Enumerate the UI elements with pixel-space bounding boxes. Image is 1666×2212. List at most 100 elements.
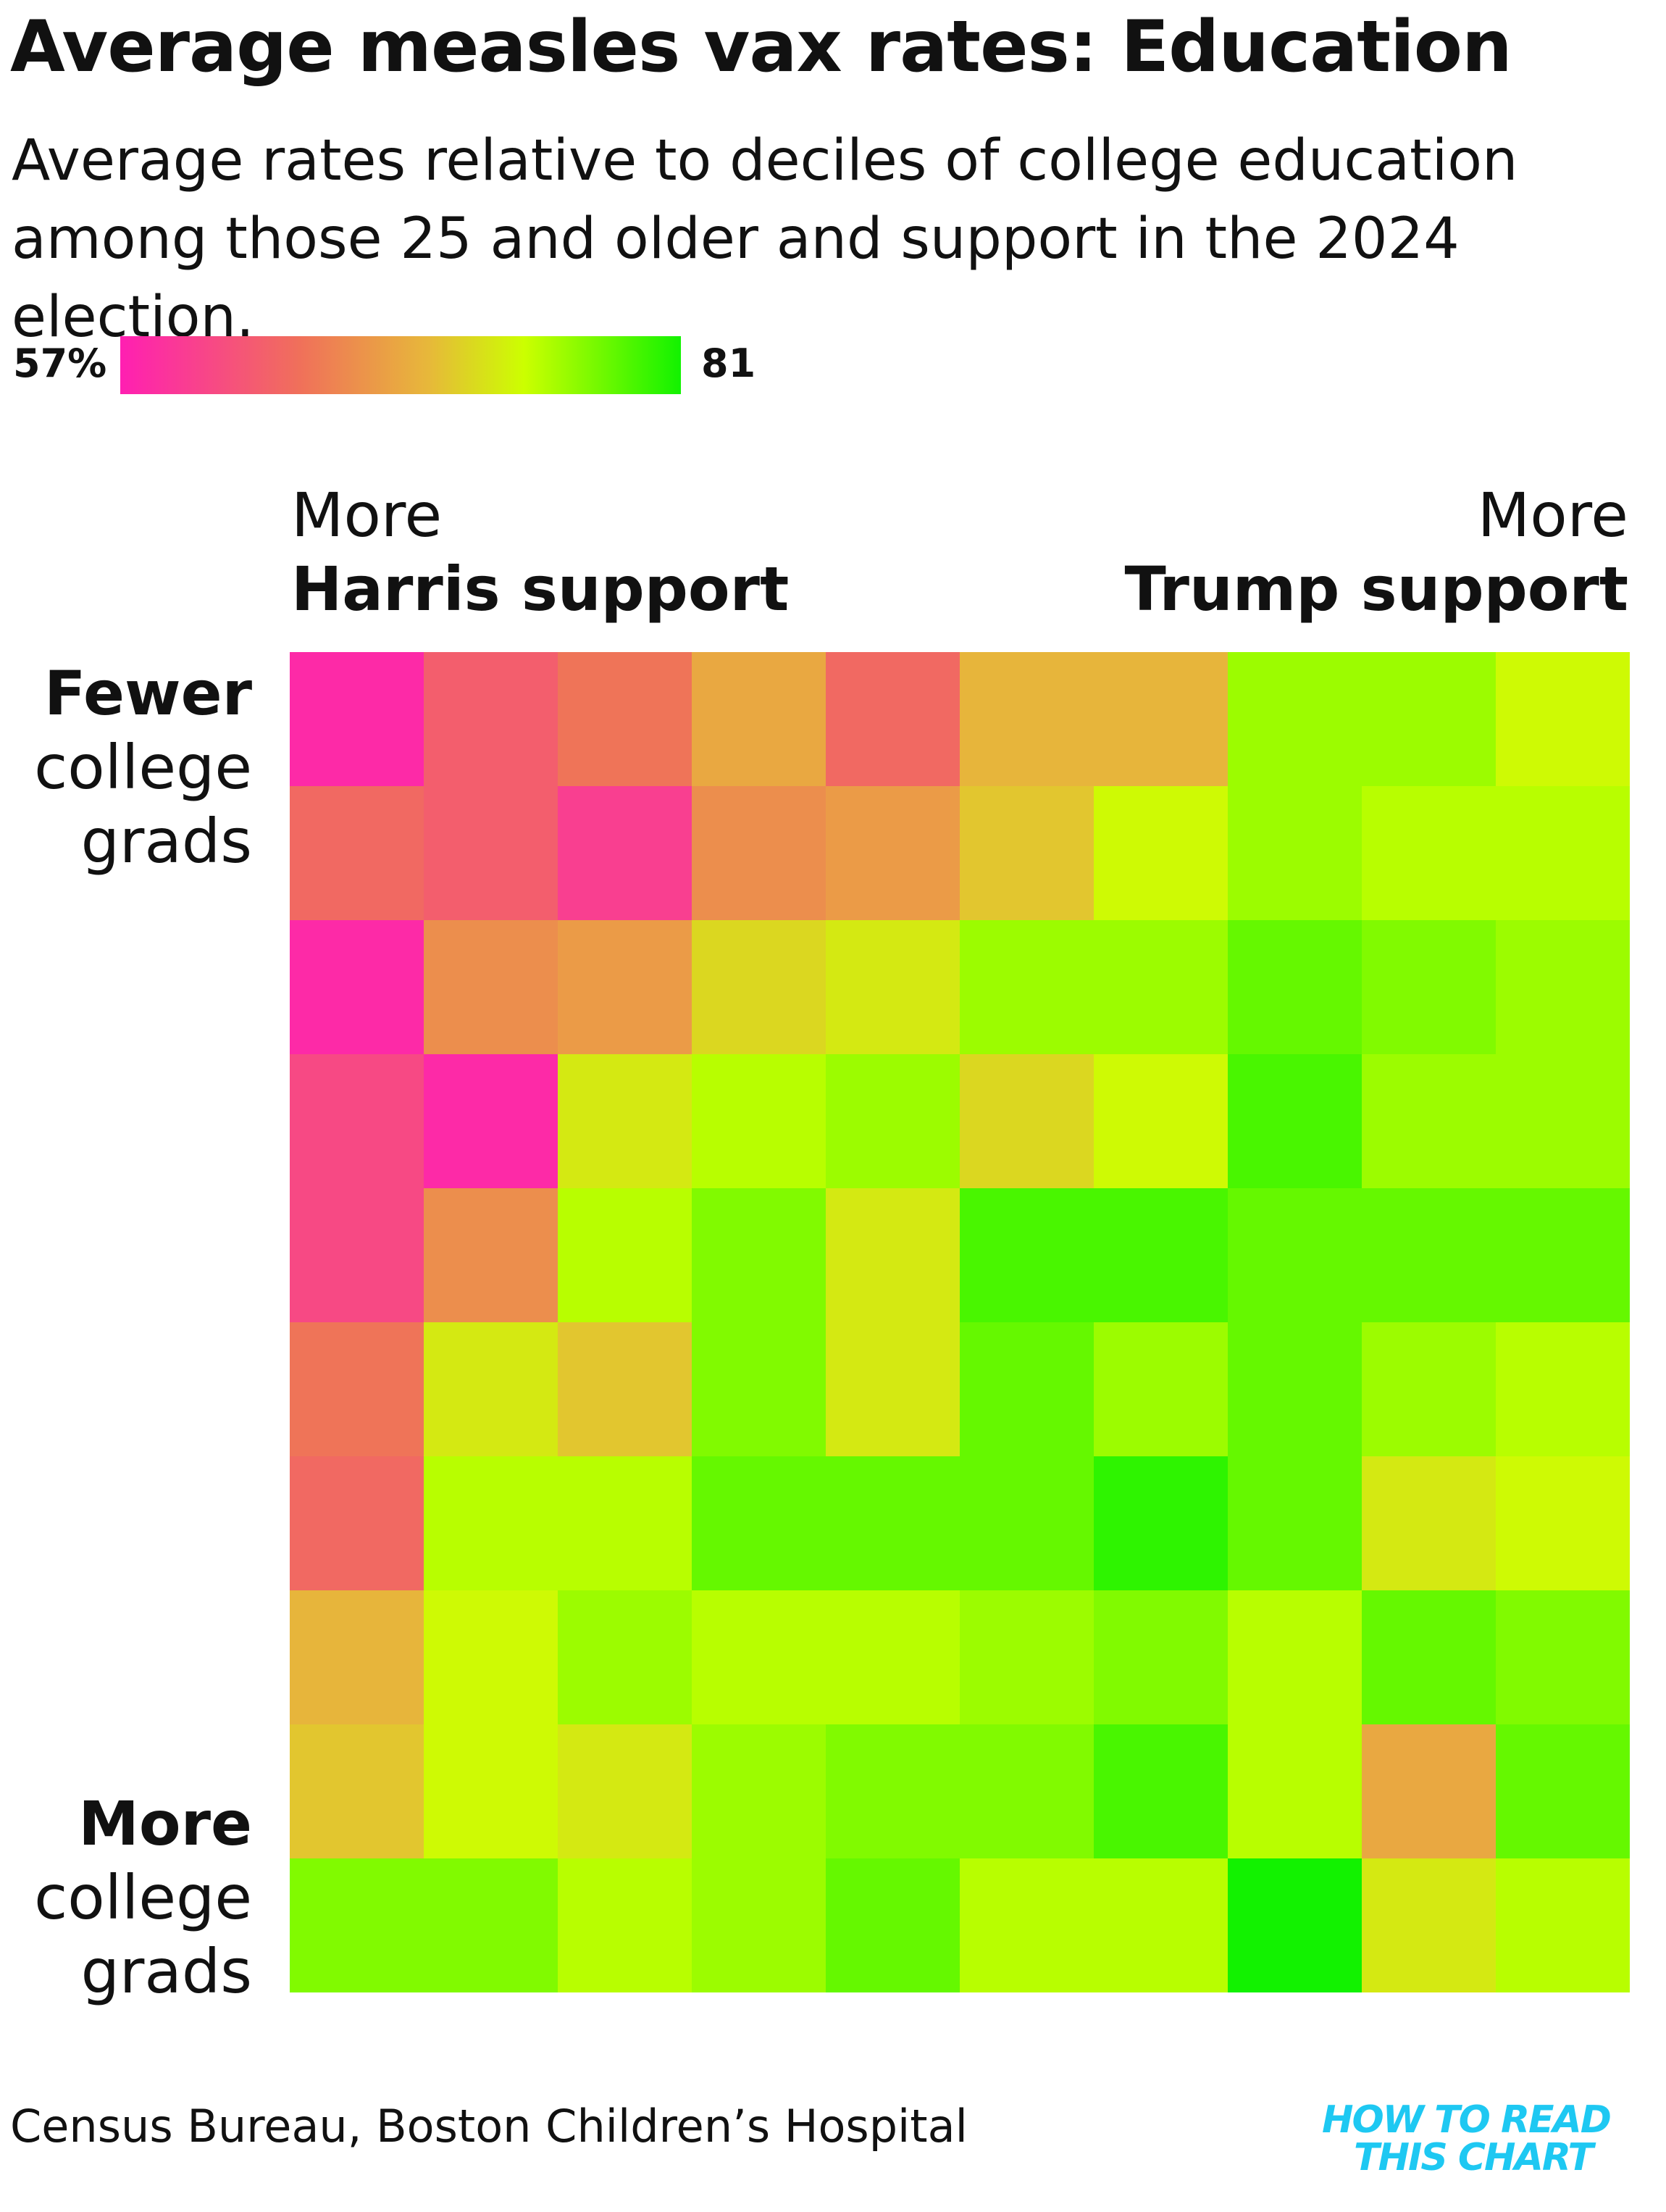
- heatmap-cell-r8-c6: [960, 1590, 1094, 1725]
- heatmap-cell-r3-c4: [692, 920, 826, 1055]
- row-label-bottom-line3: grads: [80, 1936, 252, 2007]
- heatmap-cell-r8-c9: [1362, 1590, 1497, 1725]
- heatmap-cell-r2-c7: [1094, 786, 1228, 921]
- heatmap-cell-r1-c10: [1496, 652, 1630, 787]
- row-label-fewer-grads: Fewer college grads: [34, 656, 252, 878]
- heatmap-cell-r3-c10: [1496, 920, 1630, 1055]
- heatmap-cell-r4-c6: [960, 1054, 1094, 1189]
- heatmap-cell-r4-c3: [558, 1054, 692, 1189]
- heatmap-cell-r4-c4: [692, 1054, 826, 1189]
- heatmap-cell-r3-c6: [960, 920, 1094, 1055]
- heatmap-cell-r9-c10: [1496, 1724, 1630, 1859]
- heatmap-cell-r9-c4: [692, 1724, 826, 1859]
- heatmap-cell-r1-c1: [290, 652, 424, 787]
- heatmap-cell-r4-c2: [424, 1054, 558, 1189]
- heatmap-cell-r9-c1: [290, 1724, 424, 1859]
- heatmap-cell-r9-c7: [1094, 1724, 1228, 1859]
- heatmap-cell-r3-c2: [424, 920, 558, 1055]
- heatmap-cell-r3-c3: [558, 920, 692, 1055]
- heatmap-cell-r5-c2: [424, 1188, 558, 1323]
- heatmap-cell-r1-c4: [692, 652, 826, 787]
- heatmap-cell-r6-c8: [1228, 1322, 1362, 1457]
- row-label-top-line1: Fewer: [44, 658, 252, 729]
- legend-min-label: 57%: [13, 341, 107, 386]
- heatmap-cell-r4-c1: [290, 1054, 424, 1189]
- heatmap-cell-r8-c5: [826, 1590, 960, 1725]
- heatmap-cell-r8-c2: [424, 1590, 558, 1725]
- column-label-harris: More Harris support: [291, 478, 789, 626]
- heatmap-cell-r4-c9: [1362, 1054, 1497, 1189]
- heatmap-cell-r9-c2: [424, 1724, 558, 1859]
- heatmap-cell-r7-c7: [1094, 1456, 1228, 1591]
- column-label-trump: More Trump support: [1124, 478, 1628, 626]
- heatmap-cell-r4-c10: [1496, 1054, 1630, 1189]
- heatmap-cell-r10-c2: [424, 1858, 558, 1992]
- heatmap-cell-r5-c3: [558, 1188, 692, 1323]
- row-label-more-grads: More college grads: [34, 1787, 252, 2008]
- column-label-harris-line1: More: [291, 480, 443, 551]
- heatmap-cell-r9-c8: [1228, 1724, 1362, 1859]
- heatmap-cell-r9-c9: [1362, 1724, 1497, 1859]
- heatmap-cell-r10-c3: [558, 1858, 692, 1992]
- heatmap-cell-r10-c1: [290, 1858, 424, 1992]
- brand-logo-line1: HOW TO READ: [1322, 2098, 1612, 2142]
- heatmap-cell-r1-c3: [558, 652, 692, 787]
- heatmap-cell-r6-c2: [424, 1322, 558, 1457]
- source-credit: Census Bureau, Boston Children’s Hospita…: [10, 2100, 968, 2153]
- heatmap-cell-r7-c3: [558, 1456, 692, 1591]
- heatmap-cell-r5-c6: [960, 1188, 1094, 1323]
- heatmap-cell-r4-c8: [1228, 1054, 1362, 1189]
- heatmap-cell-r6-c6: [960, 1322, 1094, 1457]
- heatmap-cell-r6-c3: [558, 1322, 692, 1457]
- heatmap-cell-r6-c5: [826, 1322, 960, 1457]
- heatmap-cell-r2-c10: [1496, 786, 1630, 921]
- heatmap-cell-r7-c2: [424, 1456, 558, 1591]
- heatmap-cell-r3-c1: [290, 920, 424, 1055]
- heatmap-cell-r9-c6: [960, 1724, 1094, 1859]
- heatmap-cell-r2-c2: [424, 786, 558, 921]
- heatmap: [290, 652, 1630, 1992]
- brand-logo: HOW TO READ THIS CHART: [1322, 2098, 1612, 2176]
- column-label-harris-line2: Harris support: [291, 554, 790, 625]
- heatmap-cell-r10-c8: [1228, 1858, 1362, 1992]
- heatmap-cell-r1-c9: [1362, 652, 1497, 787]
- heatmap-cell-r3-c5: [826, 920, 960, 1055]
- heatmap-cell-r2-c1: [290, 786, 424, 921]
- heatmap-cell-r7-c4: [692, 1456, 826, 1591]
- heatmap-cell-r9-c5: [826, 1724, 960, 1859]
- heatmap-cell-r5-c7: [1094, 1188, 1228, 1323]
- heatmap-cell-r1-c8: [1228, 652, 1362, 787]
- heatmap-cell-r1-c6: [960, 652, 1094, 787]
- heatmap-cell-r2-c9: [1362, 786, 1497, 921]
- row-label-bottom-line1: More: [78, 1788, 252, 1859]
- row-label-top-line3: grads: [80, 806, 252, 877]
- heatmap-cell-r7-c9: [1362, 1456, 1497, 1591]
- heatmap-cell-r5-c1: [290, 1188, 424, 1323]
- heatmap-cell-r10-c5: [826, 1858, 960, 1992]
- legend-max-label: 81: [701, 341, 756, 386]
- heatmap-cell-r7-c8: [1228, 1456, 1362, 1591]
- heatmap-cell-r4-c7: [1094, 1054, 1228, 1189]
- heatmap-cell-r2-c8: [1228, 786, 1362, 921]
- heatmap-cell-r9-c3: [558, 1724, 692, 1859]
- heatmap-cell-r10-c9: [1362, 1858, 1497, 1992]
- heatmap-cell-r3-c8: [1228, 920, 1362, 1055]
- heatmap-cell-r8-c1: [290, 1590, 424, 1725]
- heatmap-cell-r6-c4: [692, 1322, 826, 1457]
- heatmap-cell-r8-c4: [692, 1590, 826, 1725]
- heatmap-cell-r3-c9: [1362, 920, 1497, 1055]
- heatmap-cell-r4-c5: [826, 1054, 960, 1189]
- heatmap-cell-r1-c2: [424, 652, 558, 787]
- heatmap-cell-r5-c5: [826, 1188, 960, 1323]
- row-label-bottom-line2: college: [34, 1862, 252, 1933]
- heatmap-cell-r5-c9: [1362, 1188, 1497, 1323]
- heatmap-cell-r10-c7: [1094, 1858, 1228, 1992]
- chart-title: Average measles vax rates: Education: [10, 6, 1512, 88]
- heatmap-cell-r2-c4: [692, 786, 826, 921]
- heatmap-cell-r5-c8: [1228, 1188, 1362, 1323]
- heatmap-cell-r3-c7: [1094, 920, 1228, 1055]
- heatmap-cell-r8-c10: [1496, 1590, 1630, 1725]
- heatmap-cell-r10-c4: [692, 1858, 826, 1992]
- heatmap-cell-r8-c8: [1228, 1590, 1362, 1725]
- row-label-top-line2: college: [34, 732, 252, 803]
